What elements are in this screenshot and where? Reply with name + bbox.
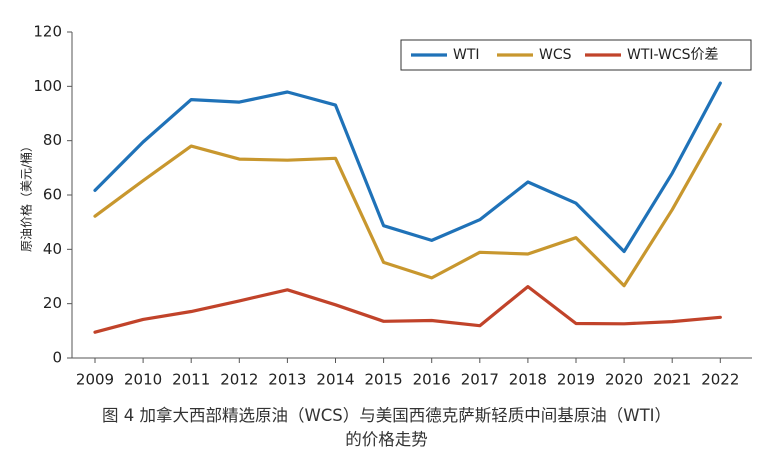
x-tick-label: 2020 bbox=[605, 371, 643, 389]
axes: 0 20 40 60 80 100 120 2009 2010 2011 2012 2013 2014 2… bbox=[33, 23, 752, 389]
series-layer bbox=[93, 81, 722, 334]
y-tick-label: 0 bbox=[52, 349, 62, 367]
series-line-0 bbox=[93, 81, 722, 254]
figure-caption-line-1: 图 4 加拿大西部精选原油（WCS）与美国西德克萨斯轻质中间基原油（WTI） bbox=[101, 406, 672, 425]
x-tick-label: 2011 bbox=[172, 371, 210, 389]
x-tick-label: 2014 bbox=[316, 371, 354, 389]
y-tick-label: 80 bbox=[43, 131, 62, 149]
x-tick-label: 2015 bbox=[365, 371, 403, 389]
x-tick-label: 2009 bbox=[76, 371, 114, 389]
x-tick-label: 2016 bbox=[413, 371, 451, 389]
series-line-2 bbox=[93, 285, 722, 334]
y-tick-label: 40 bbox=[43, 240, 62, 258]
legend-label-0: WTI bbox=[453, 47, 480, 63]
x-tick-label: 2013 bbox=[268, 371, 306, 389]
x-tick-label: 2022 bbox=[701, 371, 739, 389]
x-tick-label: 2017 bbox=[461, 371, 499, 389]
x-tick-label: 2019 bbox=[557, 371, 595, 389]
x-tick-label: 2010 bbox=[124, 371, 162, 389]
line-chart: 原油价格（美元/桶） 0 20 40 60 80 100 120 2009 2010 2011 20… bbox=[19, 23, 752, 389]
y-tick-label: 120 bbox=[33, 23, 62, 41]
legend-box bbox=[400, 39, 752, 71]
y-tick-label: 100 bbox=[33, 77, 62, 95]
legend-label-2: WTI-WCS价差 bbox=[627, 47, 719, 63]
figure-caption-line-2: 的价格走势 bbox=[345, 430, 428, 449]
x-tick-label: 2012 bbox=[220, 371, 258, 389]
legend: WTI WCS WTI-WCS价差 bbox=[400, 39, 752, 71]
x-tick-label: 2018 bbox=[509, 371, 547, 389]
y-axis-label: 原油价格（美元/桶） bbox=[19, 140, 34, 252]
x-tick-label: 2021 bbox=[653, 371, 691, 389]
legend-label-1: WCS bbox=[539, 47, 572, 63]
y-tick-label: 20 bbox=[43, 294, 62, 312]
y-tick-label: 60 bbox=[43, 186, 62, 204]
series-line-1 bbox=[93, 122, 722, 288]
